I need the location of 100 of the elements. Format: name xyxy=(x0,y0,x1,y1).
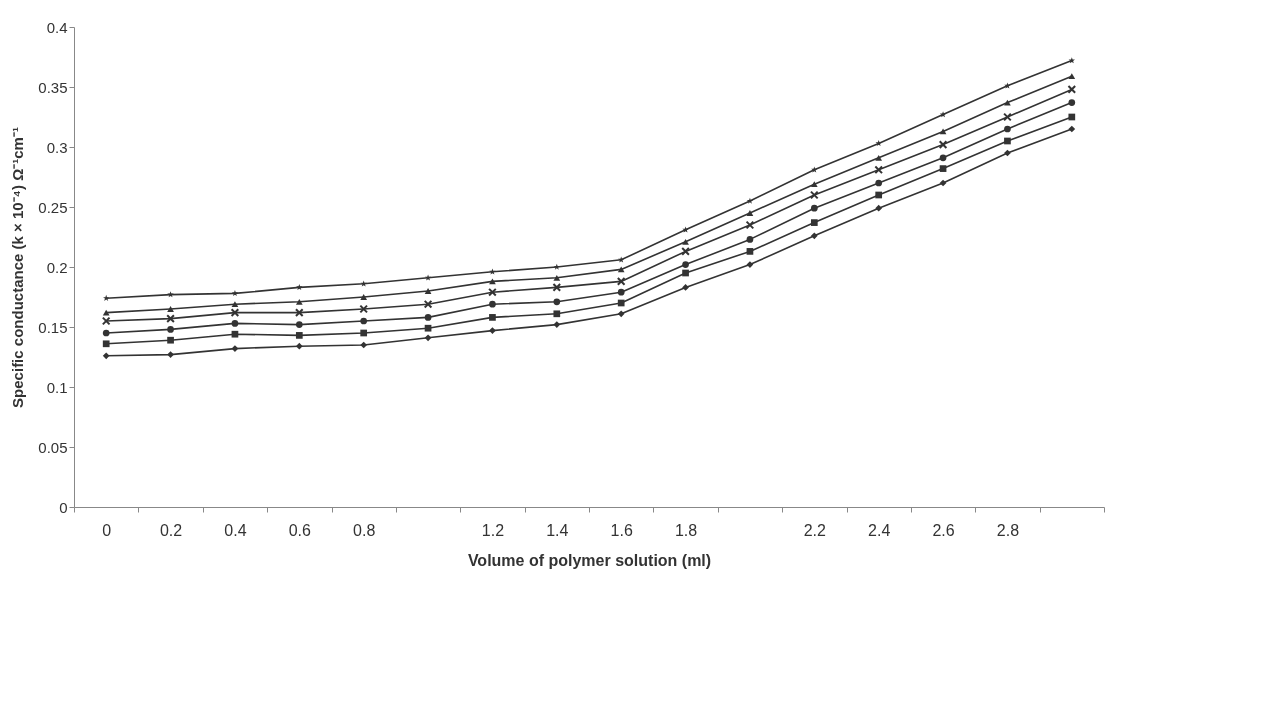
point xyxy=(101,316,111,326)
point xyxy=(167,336,174,344)
point xyxy=(682,238,689,245)
x-tick-label: 0.2 xyxy=(159,521,183,539)
point xyxy=(874,165,884,175)
point xyxy=(553,274,561,281)
point xyxy=(231,330,239,338)
x-axis-title: Volume of polymer solution (ml) xyxy=(467,551,712,569)
point xyxy=(746,261,754,268)
y-tick-label: 0 xyxy=(59,498,68,516)
point xyxy=(167,326,174,333)
point xyxy=(230,308,240,317)
point xyxy=(1068,99,1076,106)
point xyxy=(617,299,625,307)
point xyxy=(295,321,303,328)
point xyxy=(1004,99,1011,106)
point xyxy=(617,288,625,296)
point xyxy=(167,351,174,358)
point xyxy=(1068,57,1075,64)
y-tick-label: 0.3 xyxy=(46,138,68,156)
y-tick-label: 0.2 xyxy=(46,258,68,276)
point xyxy=(489,300,496,308)
x-tick-label: 1.2 xyxy=(481,521,505,539)
point xyxy=(553,321,561,328)
point xyxy=(295,342,303,350)
point xyxy=(489,314,496,321)
point xyxy=(939,165,947,172)
point xyxy=(746,210,754,216)
point xyxy=(810,232,818,240)
point xyxy=(746,197,754,204)
point xyxy=(810,204,818,212)
y-tick-label: 0.05 xyxy=(38,438,68,456)
point xyxy=(1068,113,1076,121)
point xyxy=(294,308,304,317)
point xyxy=(102,309,110,316)
x-tick-label: 2.2 xyxy=(803,521,827,539)
x-tick-label: 2.6 xyxy=(932,521,955,539)
x-tick-label: 1.8 xyxy=(674,521,698,539)
point xyxy=(939,154,947,162)
y-tick-label: 0.25 xyxy=(38,198,68,216)
point xyxy=(746,248,754,255)
point xyxy=(745,220,755,230)
point xyxy=(489,327,496,334)
point xyxy=(231,301,239,308)
point xyxy=(424,324,432,332)
point xyxy=(102,352,110,360)
point xyxy=(295,298,303,305)
point xyxy=(938,140,948,149)
point xyxy=(231,345,239,352)
point xyxy=(681,247,690,256)
point xyxy=(1068,125,1076,133)
point xyxy=(552,283,562,292)
point xyxy=(810,181,818,188)
point xyxy=(167,306,174,312)
point xyxy=(360,329,368,337)
point xyxy=(875,204,883,212)
y-tick-label: 0.1 xyxy=(46,378,68,396)
point xyxy=(424,288,432,294)
point xyxy=(103,294,110,301)
point xyxy=(682,269,689,277)
point xyxy=(1068,73,1076,80)
x-tick-label: 0 xyxy=(102,521,112,539)
point xyxy=(682,226,689,233)
point xyxy=(875,191,883,199)
x-tick-label: 0.4 xyxy=(224,521,247,539)
point xyxy=(360,294,368,300)
x-tick-label: 0.8 xyxy=(353,521,376,539)
point xyxy=(1003,112,1012,122)
x-tick-label: 0.6 xyxy=(288,521,312,539)
point xyxy=(231,290,239,297)
point xyxy=(809,190,819,200)
point xyxy=(359,304,369,314)
point xyxy=(618,256,625,263)
point xyxy=(875,154,883,161)
point xyxy=(424,314,432,321)
point xyxy=(424,334,432,342)
point xyxy=(489,268,496,275)
point xyxy=(166,314,175,323)
point xyxy=(360,341,368,349)
point xyxy=(1004,125,1011,133)
point xyxy=(1004,137,1011,145)
point xyxy=(295,332,303,339)
point xyxy=(102,340,110,348)
x-tick-label: 1.4 xyxy=(546,521,569,539)
point xyxy=(360,280,367,287)
point xyxy=(296,284,303,291)
point xyxy=(360,317,368,325)
point xyxy=(682,284,689,291)
point xyxy=(1004,82,1011,89)
point xyxy=(553,263,560,270)
point xyxy=(875,179,883,187)
point xyxy=(423,299,433,309)
point xyxy=(553,298,561,306)
point xyxy=(488,287,497,297)
x-tick-label: 2.4 xyxy=(868,521,891,539)
point xyxy=(875,140,882,147)
point xyxy=(231,320,239,327)
point xyxy=(810,219,818,226)
point xyxy=(617,310,625,318)
point xyxy=(682,261,689,268)
